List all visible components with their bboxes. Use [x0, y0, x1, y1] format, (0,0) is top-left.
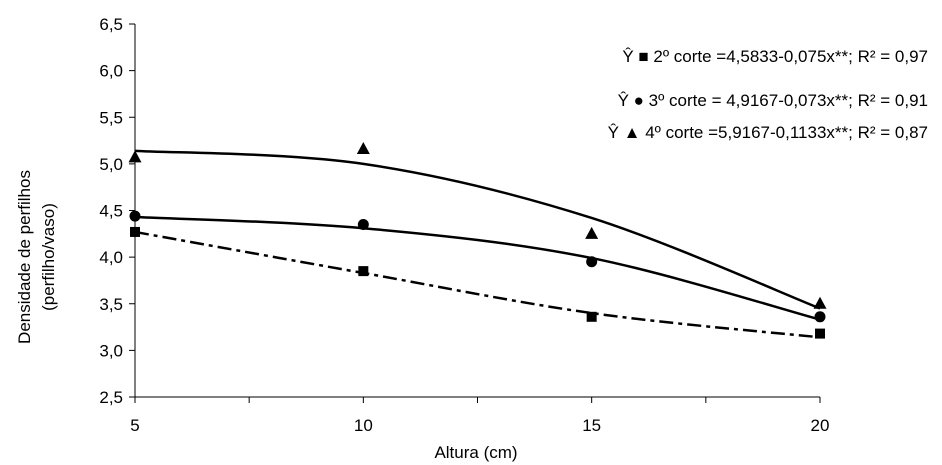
series-layer	[128, 141, 827, 339]
y-tick-label: 6,5	[99, 15, 123, 34]
y-tick-label: 5,5	[99, 108, 123, 127]
x-axis-title: Altura (cm)	[434, 443, 517, 462]
data-point-corte-3	[814, 311, 826, 323]
fit-line-corte-3	[134, 215, 821, 321]
data-point-corte-3	[129, 210, 141, 222]
data-point-corte-4	[128, 150, 142, 163]
data-point-corte-4	[813, 296, 827, 309]
fit-line-corte-2	[134, 230, 821, 339]
data-point-corte-3	[357, 218, 369, 230]
x-tick-labels: 5 10 15 20	[130, 416, 829, 435]
fit-line-corte-4	[134, 149, 821, 310]
y-tick-label: 5,0	[99, 155, 123, 174]
data-point-corte-2	[586, 311, 597, 322]
y-axis-title-line-1: Densidade de perfilhos	[15, 170, 34, 344]
data-point-corte-4	[356, 141, 370, 154]
y-axis-title: Densidade de perfilhos (perfilho/vaso)	[15, 170, 58, 344]
series-corte-4	[128, 141, 827, 310]
data-point-corte-4	[585, 226, 599, 239]
data-point-corte-2	[130, 226, 140, 237]
x-tick-label: 5	[130, 416, 139, 435]
series-corte-2	[130, 226, 825, 339]
y-tick-label: 3,5	[99, 295, 123, 314]
legend-entry-corte-2: Ŷ ■ 2º corte =4,5833-0,075x**; R² = 0,97	[622, 47, 928, 66]
y-tick-label: 4,5	[99, 202, 123, 221]
y-tick-labels: 2,5 3,0 3,5 4,0 4,5 5,0 5,5 6,0 6,5	[99, 15, 123, 407]
x-tick-label: 10	[354, 416, 373, 435]
legend: Ŷ ■ 2º corte =4,5833-0,075x**; R² = 0,97…	[608, 47, 928, 142]
x-tick-label: 20	[811, 416, 830, 435]
legend-entry-corte-3: Ŷ ● 3º corte = 4,9167-0,073x**; R² = 0,9…	[618, 91, 928, 110]
axes	[129, 23, 821, 403]
x-tick-label: 15	[582, 416, 601, 435]
legend-entry-corte-4: Ŷ ▲ 4º corte =5,9167-0,1133x**; R² = 0,8…	[608, 123, 928, 142]
y-tick-label: 2,5	[99, 388, 123, 407]
y-tick-label: 4,0	[99, 248, 123, 267]
data-point-corte-3	[586, 256, 598, 268]
data-point-corte-2	[358, 266, 369, 277]
series-corte-3	[129, 210, 826, 323]
y-axis-title-line-2: (perfilho/vaso)	[39, 203, 58, 311]
data-point-corte-2	[815, 328, 825, 339]
y-tick-label: 6,0	[99, 62, 123, 81]
y-tick-label: 3,0	[99, 341, 123, 360]
